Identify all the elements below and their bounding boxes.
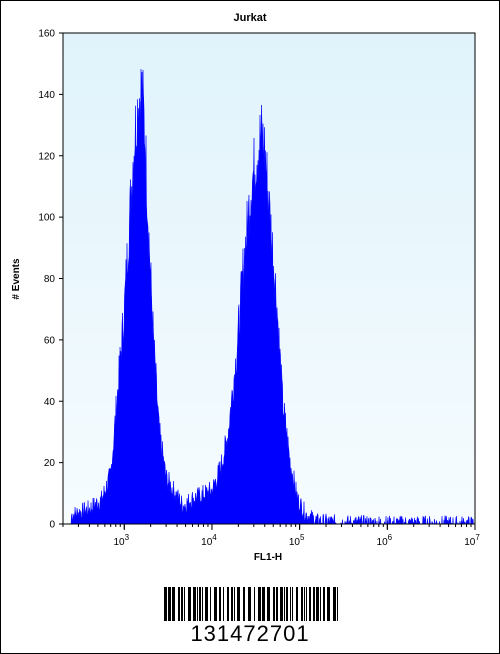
- barcode-bar: [262, 587, 265, 621]
- barcode-bar: [193, 587, 196, 621]
- y-tick-label: 140: [38, 90, 55, 101]
- barcode-bar: [231, 587, 233, 621]
- barcode-bar: [276, 587, 278, 621]
- barcode-bar: [327, 587, 330, 621]
- barcode-bar: [237, 587, 240, 621]
- barcode-bar: [309, 587, 311, 621]
- barcode-bar: [227, 587, 229, 621]
- barcode-bar: [337, 587, 338, 621]
- y-tick-label: 80: [44, 274, 56, 285]
- y-tick-label: 120: [38, 151, 55, 162]
- barcode-bar: [243, 587, 245, 621]
- barcode-bar: [273, 587, 275, 621]
- barcode-bar: [184, 587, 185, 621]
- histogram-series: [63, 69, 475, 524]
- barcode-bar: [197, 587, 198, 621]
- barcode-number: 131472701: [190, 621, 310, 646]
- barcode-bar: [258, 587, 261, 621]
- barcode-image: [164, 587, 338, 621]
- x-tick-label: 105: [289, 533, 305, 548]
- barcode-bar: [320, 587, 321, 621]
- y-axis-label: # Events: [11, 258, 22, 300]
- y-tick-label: 60: [44, 335, 56, 346]
- barcode-bar: [316, 587, 319, 621]
- barcode-bar: [301, 587, 303, 621]
- y-tick-label: 0: [49, 520, 55, 531]
- barcode-bar: [292, 587, 293, 621]
- barcode-bar: [286, 587, 288, 621]
- barcode-bar: [323, 587, 325, 621]
- barcode-bar: [306, 587, 307, 621]
- flow-cytometry-histogram: 0 20 40 60 80 100 120 140 160 103 104 105 106 107 Ju…: [11, 12, 480, 563]
- barcode-bar: [333, 587, 336, 621]
- series-layer: [63, 69, 475, 524]
- barcode-bar: [248, 587, 251, 621]
- barcode-bar: [172, 587, 175, 621]
- barcode-bar: [267, 587, 270, 621]
- x-tick-label: 103: [113, 533, 129, 548]
- barcode-bar: [254, 587, 255, 621]
- barcode-bar: [280, 587, 283, 621]
- barcode-bar: [168, 587, 171, 621]
- x-axis: 103 104 105 106 107: [62, 524, 480, 548]
- barcode-bar: [313, 587, 315, 621]
- barcode-bar: [199, 587, 201, 621]
- barcode-bar: [234, 587, 235, 621]
- barcode-bar: [188, 587, 191, 621]
- y-tick-label: 40: [44, 397, 56, 408]
- barcode-bar: [223, 587, 224, 621]
- barcode-bar: [202, 587, 203, 621]
- barcode-bar: [284, 587, 285, 621]
- barcode-bar: [178, 587, 180, 621]
- barcode-bar: [181, 587, 183, 621]
- y-tick-label: 20: [44, 458, 56, 469]
- x-tick-label: 107: [464, 533, 480, 548]
- barcode-bar: [219, 587, 221, 621]
- barcode-bar: [205, 587, 208, 621]
- barcode-bar: [164, 587, 167, 621]
- barcode-bar: [214, 587, 217, 621]
- y-tick-label: 160: [38, 29, 55, 40]
- y-axis: 0 20 40 60 80 100 120 140 160: [38, 29, 63, 531]
- barcode-bar: [296, 587, 298, 621]
- barcode-bar: [290, 587, 291, 621]
- y-tick-label: 100: [38, 213, 55, 224]
- barcode-area: 131472701: [0, 583, 500, 653]
- x-tick-label: 104: [201, 533, 217, 548]
- x-axis-label: FL1-H: [254, 552, 282, 563]
- x-tick-label: 106: [377, 533, 393, 548]
- barcode-bar: [210, 587, 211, 621]
- barcode-bar: [304, 587, 305, 621]
- chart-title: Jurkat: [233, 12, 266, 24]
